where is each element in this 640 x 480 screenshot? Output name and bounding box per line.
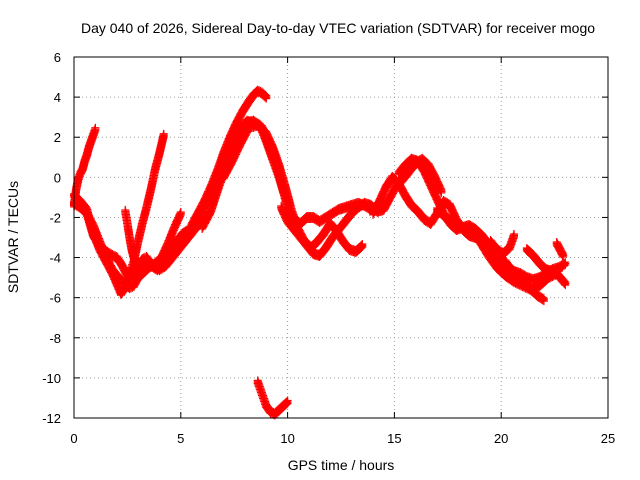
x-tick-label: 0 — [70, 431, 77, 446]
x-tick-label: 15 — [387, 431, 401, 446]
y-tick-label: 4 — [54, 90, 61, 105]
axis-ticks: 0 5 10 15 20 25 -12 -10 -8 -6 -4 -2 0 2 4 6 — [42, 50, 615, 446]
y-tick-label: -2 — [49, 210, 61, 225]
series-arc-9 — [219, 119, 367, 258]
data-point — [176, 210, 185, 219]
y-tick-label: -12 — [42, 411, 61, 426]
chart-title: Day 040 of 2026, Sidereal Day-to-day VTE… — [81, 20, 595, 36]
series-arc-11 — [253, 376, 292, 420]
data-point — [91, 126, 100, 135]
y-tick-label: -8 — [49, 331, 61, 346]
data-points — [70, 85, 570, 420]
x-tick-label: 20 — [494, 431, 508, 446]
y-tick-label: -10 — [42, 371, 61, 386]
y-tick-label: -4 — [49, 251, 61, 266]
x-tick-label: 5 — [177, 431, 184, 446]
y-tick-label: 0 — [54, 170, 61, 185]
x-tick-label: 10 — [280, 431, 294, 446]
x-tick-label: 25 — [601, 431, 615, 446]
y-tick-label: 2 — [54, 130, 61, 145]
y-tick-label: -6 — [49, 291, 61, 306]
series-arc-5 — [121, 205, 143, 282]
data-point — [159, 132, 168, 141]
data-point — [134, 273, 143, 282]
y-tick-label: 6 — [54, 50, 61, 65]
